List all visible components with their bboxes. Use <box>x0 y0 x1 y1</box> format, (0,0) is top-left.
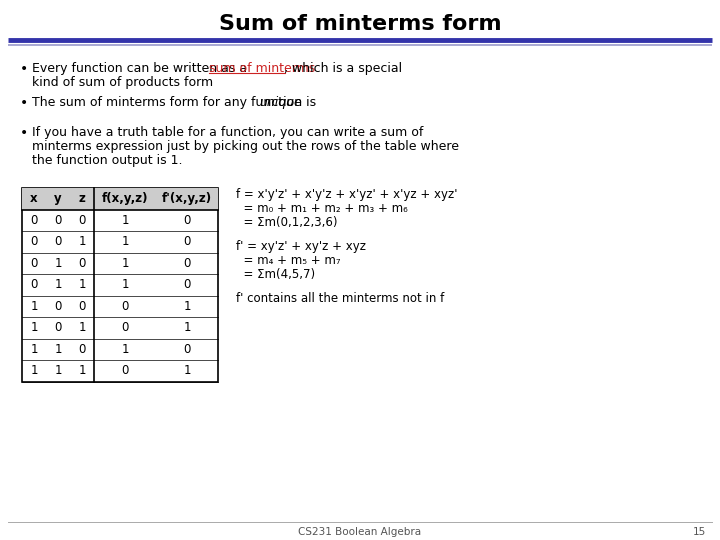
Text: 1: 1 <box>184 321 191 334</box>
Text: = Σm(0,1,2,3,6): = Σm(0,1,2,3,6) <box>236 216 338 229</box>
Text: f' contains all the minterms not in f: f' contains all the minterms not in f <box>236 292 444 305</box>
Bar <box>22 188 218 381</box>
Text: •: • <box>20 96 28 110</box>
Text: 1: 1 <box>78 278 86 291</box>
Text: 0: 0 <box>184 256 191 270</box>
Text: = m₄ + m₅ + m₇: = m₄ + m₅ + m₇ <box>236 254 341 267</box>
Text: 1: 1 <box>54 256 62 270</box>
Text: 0: 0 <box>30 278 37 291</box>
Text: sum of minterms: sum of minterms <box>209 62 315 75</box>
Text: 0: 0 <box>184 343 191 356</box>
Text: 1: 1 <box>78 321 86 334</box>
Bar <box>22 188 218 210</box>
Text: 0: 0 <box>121 300 129 313</box>
Text: f' = xy'z' + xy'z + xyz: f' = xy'z' + xy'z + xyz <box>236 240 366 253</box>
Text: 0: 0 <box>30 214 37 227</box>
Text: Sum of minterms form: Sum of minterms form <box>219 14 501 34</box>
Text: 0: 0 <box>78 256 86 270</box>
Text: z: z <box>78 192 86 205</box>
Text: 1: 1 <box>121 343 129 356</box>
Text: y: y <box>54 192 62 205</box>
Text: 0: 0 <box>30 235 37 248</box>
Text: = Σm(4,5,7): = Σm(4,5,7) <box>236 268 315 281</box>
Text: x: x <box>30 192 38 205</box>
Text: CS231 Boolean Algebra: CS231 Boolean Algebra <box>298 527 422 537</box>
Text: 1: 1 <box>30 364 37 377</box>
Text: 1: 1 <box>78 235 86 248</box>
Text: 1: 1 <box>30 300 37 313</box>
Text: 0: 0 <box>54 235 62 248</box>
Text: f = x'y'z' + x'y'z + x'yz' + x'yz + xyz': f = x'y'z' + x'y'z + x'yz' + x'yz + xyz' <box>236 188 457 201</box>
Text: 0: 0 <box>78 214 86 227</box>
Text: 1: 1 <box>121 214 129 227</box>
Text: minterms expression just by picking out the rows of the table where: minterms expression just by picking out … <box>32 140 459 153</box>
Text: 1: 1 <box>184 300 191 313</box>
Text: •: • <box>20 126 28 140</box>
Text: 0: 0 <box>184 235 191 248</box>
Text: 0: 0 <box>30 256 37 270</box>
Text: 1: 1 <box>54 343 62 356</box>
Text: 1: 1 <box>184 364 191 377</box>
Text: The sum of minterms form for any function is: The sum of minterms form for any functio… <box>32 96 320 109</box>
Text: 1: 1 <box>121 278 129 291</box>
Text: 1: 1 <box>121 256 129 270</box>
Text: 0: 0 <box>54 300 62 313</box>
Text: 0: 0 <box>54 321 62 334</box>
Text: 0: 0 <box>184 214 191 227</box>
Text: 1: 1 <box>30 321 37 334</box>
Text: 1: 1 <box>54 278 62 291</box>
Text: the function output is 1.: the function output is 1. <box>32 154 182 167</box>
Text: f(x,y,z): f(x,y,z) <box>102 192 148 205</box>
Text: 0: 0 <box>121 364 129 377</box>
Text: Every function can be written as a: Every function can be written as a <box>32 62 251 75</box>
Text: 0: 0 <box>184 278 191 291</box>
Text: 1: 1 <box>78 364 86 377</box>
Text: 0: 0 <box>121 321 129 334</box>
Text: If you have a truth table for a function, you can write a sum of: If you have a truth table for a function… <box>32 126 423 139</box>
Text: 0: 0 <box>78 300 86 313</box>
Text: 1: 1 <box>30 343 37 356</box>
Text: 0: 0 <box>54 214 62 227</box>
Text: •: • <box>20 62 28 76</box>
Text: , which is a special: , which is a special <box>284 62 402 75</box>
Text: 1: 1 <box>54 364 62 377</box>
Text: unique: unique <box>259 96 302 109</box>
Text: f'(x,y,z): f'(x,y,z) <box>162 192 212 205</box>
Text: 1: 1 <box>121 235 129 248</box>
Text: 15: 15 <box>693 527 706 537</box>
Text: = m₀ + m₁ + m₂ + m₃ + m₆: = m₀ + m₁ + m₂ + m₃ + m₆ <box>236 202 408 215</box>
Text: kind of sum of products form: kind of sum of products form <box>32 76 213 89</box>
Text: 0: 0 <box>78 343 86 356</box>
